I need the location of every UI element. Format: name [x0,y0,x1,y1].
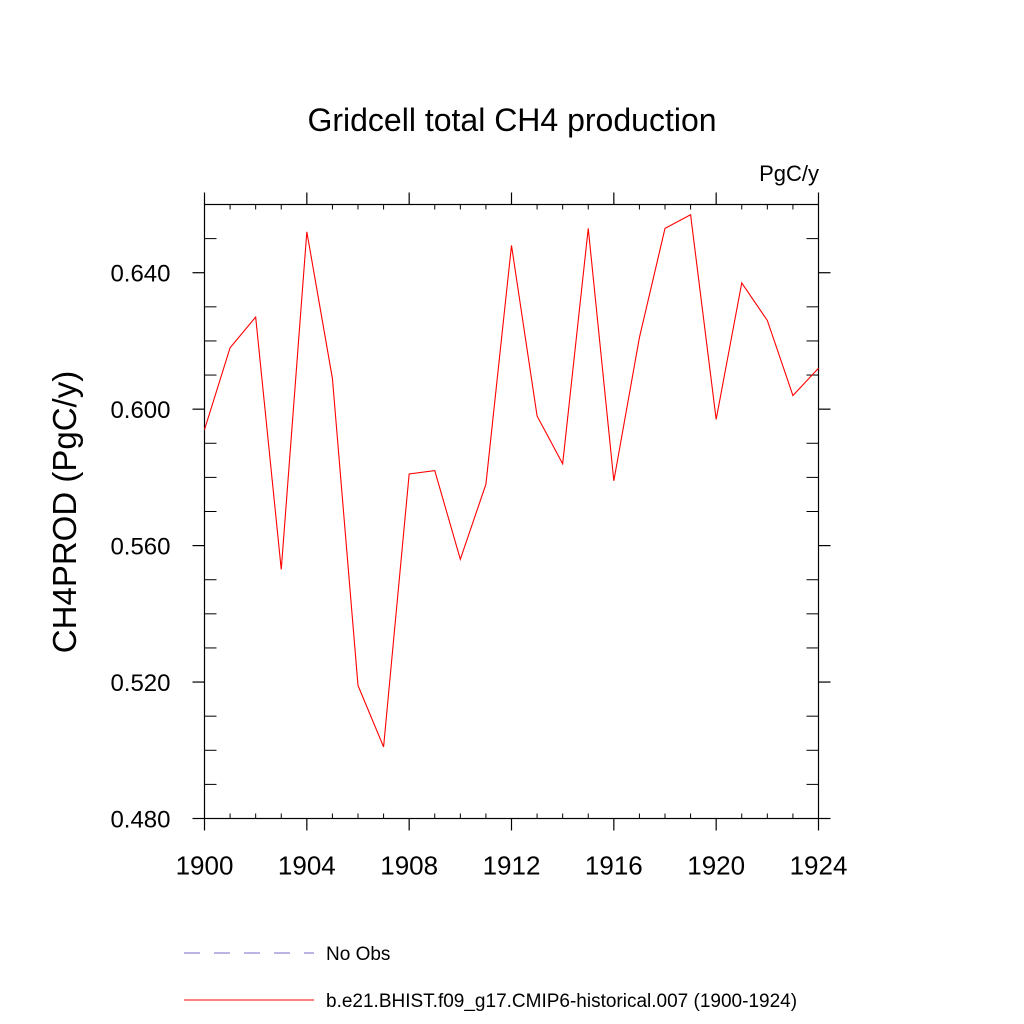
y-tick-label: 0.600 [110,397,170,424]
x-tick-label: 1900 [176,851,234,881]
x-tick-label: 1912 [483,851,541,881]
y-axis-label: CH4PROD (PgC/y) [46,371,83,653]
series-group [203,213,819,748]
chart-title: Gridcell total CH4 production [307,102,716,138]
series-line [203,213,819,748]
legend-label-historical: b.e21.BHIST.f09_g17.CMIP6-historical.007… [326,991,797,1012]
x-tick-label: 1924 [790,851,848,881]
plot-frame [203,203,820,820]
y-tick-label: 0.480 [110,807,170,834]
legend-label-no-obs: No Obs [326,944,390,965]
units-label: PgC/y [759,161,819,186]
y-tick-labels: 0.480 0.520 0.560 0.600 0.640 [110,261,170,834]
legend: No Obs b.e21.BHIST.f09_g17.CMIP6-histori… [184,944,797,1012]
x-tick-label: 1920 [687,851,745,881]
x-tick-label: 1916 [585,851,643,881]
x-tick-label: 1904 [278,851,336,881]
axis-ticks [192,192,831,831]
x-tick-label: 1908 [380,851,438,881]
y-tick-label: 0.640 [110,261,170,288]
y-tick-label: 0.560 [110,534,170,561]
x-tick-labels: 1900 1904 1908 1912 1916 1920 1924 [176,851,848,881]
y-tick-label: 0.520 [110,670,170,697]
